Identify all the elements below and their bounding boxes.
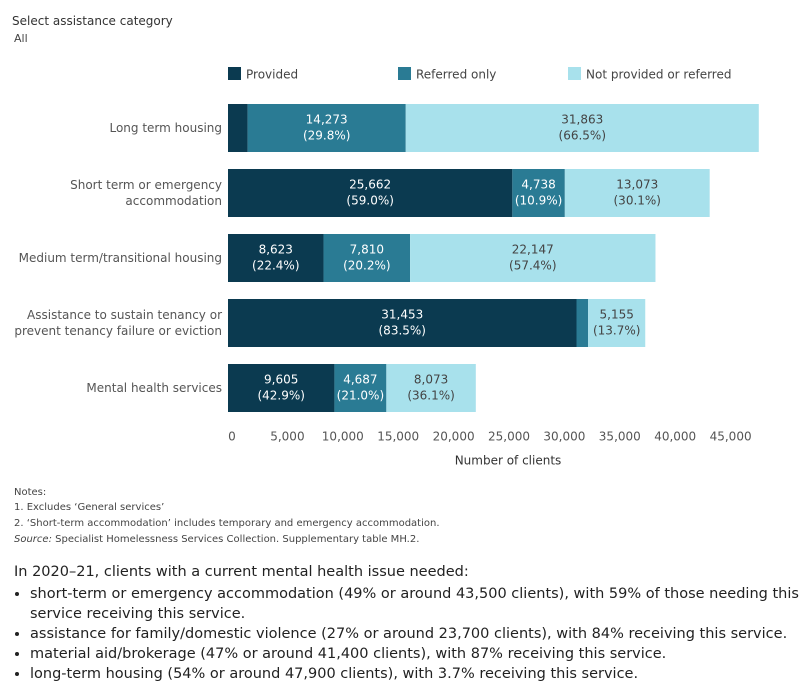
legend-swatch xyxy=(398,67,411,80)
filter-label: Select assistance category xyxy=(12,14,173,28)
value-label: 31,453 xyxy=(381,308,423,322)
value-label: 13,073 xyxy=(616,178,658,192)
x-tick-label: 10,000 xyxy=(322,430,364,444)
bar-segment xyxy=(247,104,406,152)
bar-segment xyxy=(588,299,646,347)
note-line: 2. ‘Short-term accommodation’ includes t… xyxy=(14,518,440,529)
bar-segment xyxy=(386,364,476,412)
value-label: 7,810 xyxy=(350,243,384,257)
legend-swatch xyxy=(228,67,241,80)
x-axis-title: Number of clients xyxy=(455,454,562,468)
percent-label: (66.5%) xyxy=(559,129,606,143)
percent-label: (13.7%) xyxy=(593,324,640,338)
source-label: Source: xyxy=(14,534,52,545)
summary-bullet: long-term housing (54% or around 47,900 … xyxy=(30,664,800,684)
x-tick-label: 45,000 xyxy=(710,430,752,444)
bar-segment xyxy=(228,364,335,412)
summary-intro: In 2020–21, clients with a current menta… xyxy=(14,564,469,580)
bar-segment xyxy=(405,104,759,152)
value-label: 22,147 xyxy=(512,243,554,257)
value-label: 8,073 xyxy=(414,373,448,387)
category-label: Short term or emergency accommodation xyxy=(70,178,222,208)
x-tick-label: 40,000 xyxy=(654,430,696,444)
percent-label: (21.0%) xyxy=(337,389,384,403)
percent-label: (42.9%) xyxy=(257,389,304,403)
percent-label: (29.8%) xyxy=(303,129,350,143)
legend-label: Provided xyxy=(246,68,298,82)
percent-label: (36.1%) xyxy=(407,389,454,403)
category-label: Long term housing xyxy=(109,121,222,135)
x-tick-label: 20,000 xyxy=(433,430,475,444)
percent-label: (57.4%) xyxy=(509,259,556,273)
bar-segment xyxy=(334,364,387,412)
bar-segment xyxy=(410,234,656,282)
source-text: Specialist Homelessness Services Collect… xyxy=(55,534,420,545)
summary-bullet: material aid/brokerage (47% or around 41… xyxy=(30,644,800,664)
percent-label: (30.1%) xyxy=(614,194,661,208)
bar-segment xyxy=(564,169,710,217)
percent-label: (22.4%) xyxy=(252,259,299,273)
percent-label: (59.0%) xyxy=(346,194,393,208)
value-label: 8,623 xyxy=(259,243,293,257)
x-tick-label: 25,000 xyxy=(488,430,530,444)
category-label: Medium term/transitional housing xyxy=(18,251,222,265)
value-label: 4,738 xyxy=(521,178,555,192)
bar-segment xyxy=(228,299,577,347)
bar-segment xyxy=(323,234,411,282)
bar-segment xyxy=(228,104,248,152)
bar-segment xyxy=(576,299,589,347)
source: Source: Specialist Homelessness Services… xyxy=(14,534,419,545)
value-label: 9,605 xyxy=(264,373,298,387)
bar-segment xyxy=(512,169,565,217)
legend-label: Not provided or referred xyxy=(586,68,731,82)
x-tick-label: 5,000 xyxy=(270,430,304,444)
summary-list: short-term or emergency accommodation (4… xyxy=(14,584,800,684)
value-label: 5,155 xyxy=(600,308,634,322)
value-label: 4,687 xyxy=(343,373,377,387)
note-line: 1. Excludes ‘General services’ xyxy=(14,502,165,513)
summary-bullet: assistance for family/domestic violence … xyxy=(30,624,800,644)
value-label: 25,662 xyxy=(349,178,391,192)
chart: Provided Referred only Not provided or ref… xyxy=(228,67,759,468)
value-label: 31,863 xyxy=(561,113,603,127)
legend-swatch xyxy=(568,67,581,80)
x-tick-label: 0 xyxy=(228,430,236,444)
x-tick-label: 15,000 xyxy=(377,430,419,444)
bar-segment xyxy=(228,234,324,282)
category-label: Assistance to sustain tenancy or prevent… xyxy=(14,308,222,338)
bar-segment xyxy=(228,169,513,217)
percent-label: (83.5%) xyxy=(379,324,426,338)
value-label: 14,273 xyxy=(306,113,348,127)
percent-label: (20.2%) xyxy=(343,259,390,273)
filter-value[interactable]: All xyxy=(14,32,28,45)
legend-label: Referred only xyxy=(416,68,496,82)
notes-heading: Notes: xyxy=(14,487,47,498)
x-tick-label: 35,000 xyxy=(599,430,641,444)
summary-bullet: short-term or emergency accommodation (4… xyxy=(30,584,800,624)
x-tick-label: 30,000 xyxy=(543,430,585,444)
percent-label: (10.9%) xyxy=(515,194,562,208)
category-label: Mental health services xyxy=(86,381,222,395)
